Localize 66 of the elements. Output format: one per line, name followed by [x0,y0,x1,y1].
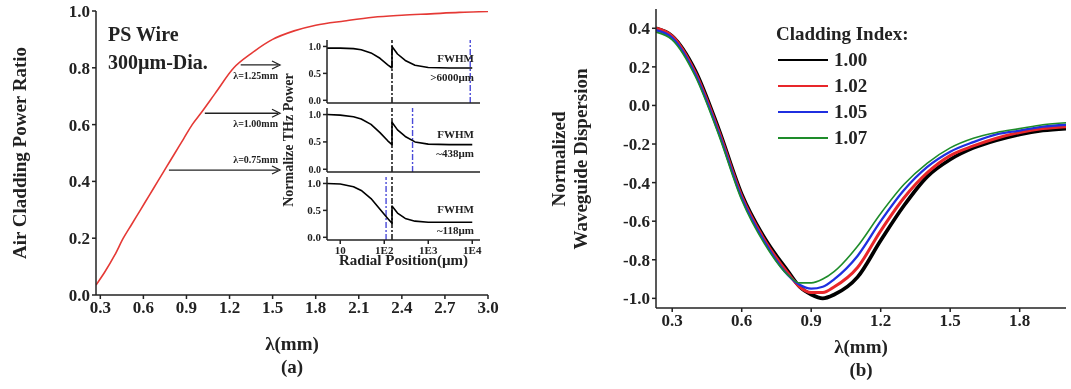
x-tick-label: 1E2 [375,243,394,256]
y-tick-label: 0.6 [68,115,90,135]
x-tick-label: 10 [334,243,347,256]
y-tick-label: 0.2 [628,57,650,77]
annotation: FWHM [437,52,474,64]
legend-title: Cladding Index: [776,23,909,45]
y-tick-label: -0.6 [623,212,650,232]
x-tick-label: 0.9 [800,311,822,331]
x-tick-label: 0.6 [132,298,155,318]
y-tick-label: 0.5 [308,67,321,79]
legend-label: 1.05 [834,101,868,123]
y-tick-label: 0.0 [68,286,90,306]
y-axis-title: Air Cladding Power Ratio [9,47,31,259]
x-tick-label: 2.7 [434,298,457,318]
annotation: FWHM [437,203,474,215]
text: (a) [280,356,304,378]
y-axis-title: Normalized Waveguide Dispersion [548,67,592,250]
y-tick-label: 0.0 [308,163,321,175]
x-tick-label: 0.9 [175,298,198,318]
x-tick-label: 1.8 [1009,311,1031,331]
annotation: 300µm-Dia. [108,51,208,74]
y-tick-label: 0.0 [307,231,322,244]
x-tick-label: 0.3 [661,311,683,331]
x-axis-title: λ(mm) [834,336,888,358]
annotation: λ=1.25mm [233,69,278,81]
annotation: λ=1.00mm [233,118,278,130]
x-axis-title: λ(mm) [265,333,319,355]
legend-label: 1.07 [834,127,868,149]
y-tick-label: 0.4 [628,19,651,39]
y-tick-label: 0.2 [68,229,90,249]
y-tick-label: 0.0 [628,96,650,116]
x-tick-label: 1.2 [218,298,241,318]
y-tick-label: -1.0 [623,289,650,309]
x-tick-label: 1E4 [463,243,482,256]
y-axis-title: Normalize THz Power [280,73,297,207]
legend-label: 1.02 [834,75,868,97]
y-tick-label: 0.4 [68,172,91,192]
y-tick-label: 0.8 [68,58,90,78]
y-tick-label: -0.2 [623,135,650,155]
text: (b) [849,359,873,381]
x-tick-label: 1E3 [419,243,438,256]
x-tick-label: 2.4 [391,298,413,318]
y-tick-label: 1.0 [68,2,90,22]
x-tick-label: 1.5 [939,311,961,331]
annotation: >6000µm [430,71,474,83]
y-tick-label: 0.5 [308,136,321,148]
y-tick-label: 0.0 [308,94,321,106]
annotation: λ=0.75mm [233,154,278,166]
x-tick-label: 0.3 [89,298,111,318]
legend-label: 1.00 [834,49,868,71]
x-tick-label: 1.5 [261,298,284,318]
y-tick-label: 1.0 [308,41,321,53]
x-tick-label: 1.8 [305,298,327,318]
annotation: ~118µm [436,224,474,236]
annotation: ~438µm [436,147,474,159]
y-tick-label: 1.0 [308,109,321,121]
x-tick-label: 2.1 [348,298,370,318]
y-tick-label: 1.0 [307,177,322,190]
y-tick-label: -0.4 [623,173,651,193]
x-tick-label: 1.2 [870,311,892,331]
x-tick-label: 3.0 [477,298,499,318]
y-tick-label: 0.5 [307,204,322,217]
y-tick-label: -0.8 [623,250,650,270]
annotation: PS Wire [108,23,179,46]
annotation: FWHM [437,128,474,140]
x-tick-label: 0.6 [731,311,753,331]
